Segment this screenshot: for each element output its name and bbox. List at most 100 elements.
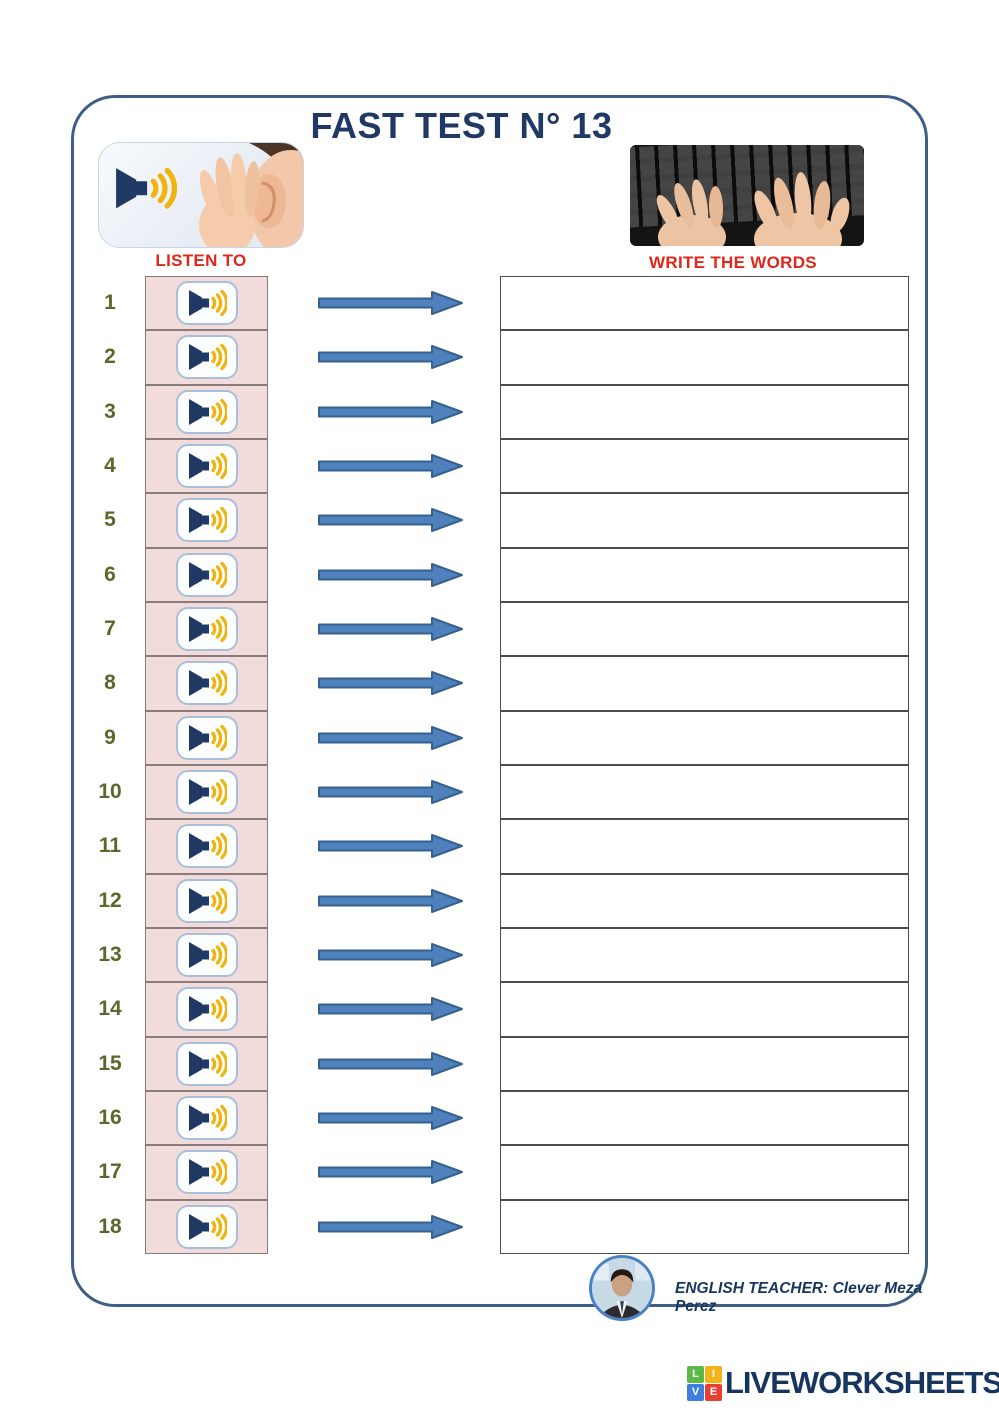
right-arrow-icon [316,451,466,481]
teacher-photo-avatar [589,1255,655,1321]
listen-cell [145,710,268,765]
audio-play-button[interactable] [175,824,238,869]
audio-play-button[interactable] [175,1150,238,1195]
speaker-icon [186,288,227,318]
test-row: 2 [74,330,925,385]
row-number: 17 [98,1160,122,1184]
speaker-icon [116,168,174,208]
listen-cell [145,1090,268,1146]
test-row: 18 [74,1199,925,1254]
right-arrow-icon [316,940,466,970]
audio-play-button[interactable] [175,1204,238,1249]
row-number: 11 [98,834,122,858]
test-row: 13 [74,927,925,983]
audio-play-button[interactable] [175,770,238,815]
speaker-icon [186,668,227,699]
answer-input[interactable] [500,547,909,602]
row-number: 7 [104,617,116,641]
right-arrow-icon [316,723,466,753]
listen-cell [145,656,268,711]
speaker-icon [186,1049,227,1079]
audio-play-button[interactable] [175,607,238,652]
liveworksheets-wordmark: LIVEWORKSHEETS [725,1365,999,1400]
right-arrow-icon [316,342,466,372]
answer-input[interactable] [500,1199,909,1254]
row-number: 4 [104,454,116,478]
listen-cell [145,927,268,983]
audio-play-button[interactable] [175,933,238,978]
row-number: 3 [104,399,116,423]
audio-play-button[interactable] [175,661,238,706]
speaker-icon [186,831,227,862]
answer-input[interactable] [500,330,909,385]
audio-play-button[interactable] [175,1096,238,1141]
audio-play-button[interactable] [175,715,238,760]
listening-ear-image [98,142,304,248]
audio-play-button[interactable] [175,335,238,380]
answer-input[interactable] [500,493,909,548]
listen-cell [145,547,268,602]
right-arrow-icon [316,288,466,318]
audio-play-button[interactable] [175,1041,238,1086]
listen-cell [145,438,268,494]
test-row: 3 [74,384,925,439]
audio-play-button[interactable] [175,552,238,597]
answer-input[interactable] [500,1145,909,1200]
speaker-icon [186,614,227,644]
test-row: 1 [74,276,925,331]
right-arrow-icon [316,397,466,427]
answer-input[interactable] [500,927,909,983]
test-row: 12 [74,873,925,928]
row-number: 1 [104,291,116,315]
audio-play-button[interactable] [175,878,238,923]
answer-input[interactable] [500,982,909,1037]
test-row: 14 [74,982,925,1037]
audio-play-button[interactable] [175,498,238,543]
audio-play-button[interactable] [175,389,238,434]
row-number: 15 [98,1051,122,1075]
row-number: 14 [98,997,122,1021]
audio-play-button[interactable] [175,987,238,1032]
answer-input[interactable] [500,601,909,657]
row-number: 2 [104,345,116,369]
answer-input[interactable] [500,656,909,711]
row-number: 10 [98,780,122,804]
audio-play-button[interactable] [175,444,238,489]
audio-play-button[interactable] [175,281,238,326]
speaker-icon [186,397,227,427]
speaker-icon [186,1212,227,1242]
answer-input[interactable] [500,384,909,439]
test-row: 15 [74,1036,925,1091]
row-number: 13 [98,943,122,967]
listen-column-label: LISTEN TO [155,251,247,270]
answer-input[interactable] [500,764,909,820]
write-column-label: WRITE THE WORDS [649,253,817,272]
speaker-icon [186,505,227,536]
listen-cell [145,493,268,548]
row-number: 8 [104,671,116,695]
right-arrow-icon [316,831,466,861]
right-arrow-icon [316,994,466,1024]
speaker-icon [186,560,227,590]
logo-tile-v: V [687,1383,704,1401]
row-number: 18 [98,1214,122,1238]
listen-cell [145,1036,268,1091]
test-row: 16 [74,1090,925,1146]
right-arrow-icon [316,1157,466,1187]
answer-input[interactable] [500,1036,909,1091]
answer-input[interactable] [500,819,909,874]
test-row: 17 [74,1145,925,1200]
right-arrow-icon [316,1049,466,1079]
answer-input[interactable] [500,1090,909,1146]
teacher-credit: ENGLISH TEACHER: Clever Meza Perez [675,1280,923,1315]
answer-input[interactable] [500,710,909,765]
listen-cell [145,873,268,928]
logo-tile-l: L [687,1365,704,1383]
answer-input[interactable] [500,873,909,928]
row-number: 12 [98,888,122,912]
test-row: 4 [74,438,925,494]
answer-input[interactable] [500,276,909,331]
listen-cell [145,1199,268,1254]
answer-input[interactable] [500,438,909,494]
teacher-portrait [592,1258,652,1318]
